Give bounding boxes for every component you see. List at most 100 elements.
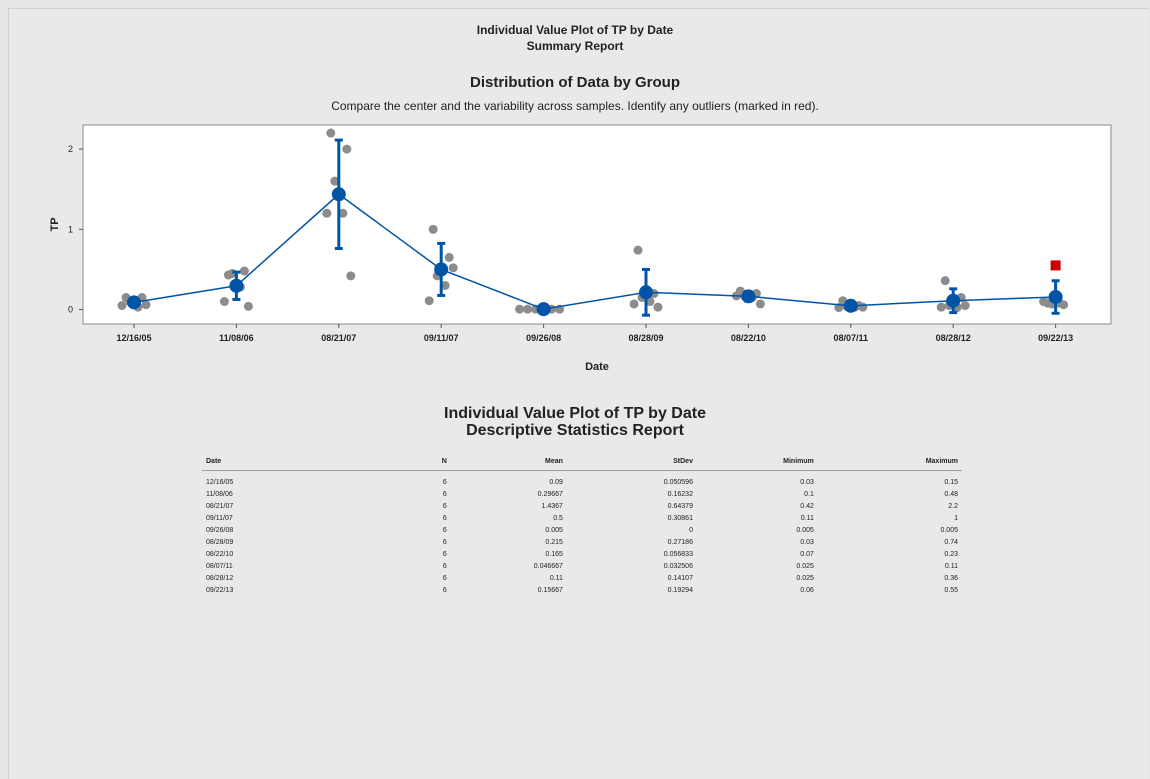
data-point — [936, 302, 946, 312]
cell-mean: 0.29667 — [537, 490, 563, 498]
stats-report-title: Individual Value Plot of TP by Date — [444, 405, 706, 422]
data-point — [448, 263, 458, 273]
data-point — [326, 128, 336, 138]
data-point — [755, 299, 765, 309]
cell-minimum: 0.03 — [800, 538, 814, 546]
col-header-minimum: Minimum — [696, 455, 818, 471]
cell-maximum: 0.48 — [944, 490, 958, 498]
data-point — [653, 302, 663, 312]
plot-area — [82, 124, 1112, 325]
x-tick-label: 09/22/13 — [1038, 333, 1073, 343]
data-point — [629, 299, 639, 309]
data-point — [633, 245, 643, 255]
cell-n: 6 — [442, 538, 447, 546]
data-point — [440, 280, 450, 290]
col-header-date: Date — [202, 455, 323, 471]
x-tick-label: 08/07/11 — [834, 333, 869, 343]
data-point — [338, 208, 348, 218]
cell-date: 12/16/05 — [206, 478, 234, 486]
cell-maximum: 1 — [954, 514, 958, 522]
stats-report-subtitle: Descriptive Statistics Report — [466, 422, 684, 439]
col-header-maximum: Maximum — [817, 455, 962, 471]
cell-n: 6 — [442, 586, 447, 594]
cell-maximum: 0.55 — [944, 586, 958, 594]
cell-mean: 0.046667 — [533, 562, 563, 570]
x-tick-label: 09/11/07 — [424, 333, 459, 343]
data-point — [424, 296, 434, 306]
data-point — [141, 300, 151, 310]
table-header-row: Date N Mean StDev Minimum Maximum — [202, 455, 962, 471]
table-row: 09/26/08 6 0.005 0 0.005 0.005 — [202, 524, 962, 536]
cell-stdev: 0.64379 — [667, 502, 693, 510]
mean-marker — [434, 262, 449, 277]
cell-date: 09/26/08 — [206, 526, 234, 534]
data-point — [428, 224, 438, 234]
y-tick-label: 1 — [68, 224, 73, 234]
mean-marker — [1048, 289, 1063, 304]
cell-minimum: 0.025 — [796, 574, 814, 582]
cell-mean: 0.165 — [545, 550, 563, 558]
cell-date: 11/08/06 — [206, 490, 233, 498]
table-row: 08/22/10 6 0.165 0.056833 0.07 0.23 — [202, 548, 962, 560]
cell-minimum: 0.005 — [796, 526, 814, 534]
x-tick-label: 08/28/12 — [936, 333, 971, 343]
y-tick-label: 0 — [68, 305, 73, 315]
descriptive-statistics-table: Date N Mean StDev Minimum Maximum 12/16/… — [202, 455, 962, 596]
mean-marker — [741, 289, 756, 304]
col-header-n: N — [322, 455, 451, 471]
individual-value-plot: 0 1 2 TP 12/16/05 11/08/06 08/21/07 09/11/07 09/… — [49, 124, 1112, 373]
cell-minimum: 0.06 — [800, 586, 814, 594]
cell-minimum: 0.1 — [804, 490, 814, 498]
x-tick-label: 08/28/09 — [628, 333, 663, 343]
table-row: 09/11/07 6 0.5 0.30861 0.11 1 — [202, 512, 962, 524]
mean-marker — [127, 295, 141, 310]
cell-date: 08/22/10 — [206, 550, 234, 558]
cell-maximum: 0.36 — [944, 574, 958, 582]
chart-title: Distribution of Data by Group — [470, 74, 680, 91]
cell-minimum: 0.025 — [796, 562, 814, 570]
x-tick-label: 08/21/07 — [321, 333, 356, 343]
x-tick-label: 11/08/06 — [219, 333, 254, 343]
cell-maximum: 0.15 — [944, 478, 958, 486]
data-point — [117, 301, 127, 311]
cell-mean: 1.4367 — [541, 502, 563, 510]
data-point — [645, 297, 655, 307]
table-row: 09/22/13 6 0.15667 0.19294 0.06 0.55 — [202, 584, 962, 596]
cell-stdev: 0 — [689, 526, 693, 534]
table-row: 12/16/05 6 0.09 0.050596 0.03 0.15 — [202, 471, 962, 489]
data-point — [515, 304, 525, 314]
x-tick-label: 09/26/08 — [526, 333, 561, 343]
cell-date: 09/11/07 — [206, 514, 233, 522]
cell-maximum: 0.23 — [944, 550, 958, 558]
col-header-stdev: StDev — [566, 455, 697, 471]
cell-n: 6 — [442, 526, 447, 534]
cell-date: 08/28/09 — [206, 538, 234, 546]
y-tick-label: 2 — [68, 144, 73, 154]
cell-stdev: 0.19294 — [667, 586, 693, 594]
cell-stdev: 0.032506 — [663, 562, 693, 570]
table-row: 08/07/11 6 0.046667 0.032506 0.025 0.11 — [202, 560, 962, 572]
col-header-mean: Mean — [450, 455, 567, 471]
cell-stdev: 0.27186 — [667, 538, 693, 546]
cell-maximum: 0.74 — [944, 538, 958, 546]
cell-date: 08/07/11 — [206, 562, 233, 570]
table-row: 08/28/12 6 0.11 0.14107 0.025 0.36 — [202, 572, 962, 584]
cell-maximum: 0.005 — [940, 526, 958, 534]
data-point — [342, 144, 352, 154]
cell-minimum: 0.03 — [800, 478, 814, 486]
report-subtitle: Summary Report — [526, 39, 624, 53]
cell-stdev: 0.14107 — [667, 574, 693, 582]
data-point — [219, 297, 229, 307]
cell-n: 6 — [442, 562, 447, 570]
mean-marker — [331, 187, 346, 202]
x-tick-label: 12/16/05 — [116, 333, 151, 343]
cell-mean: 0.215 — [545, 538, 563, 546]
cell-n: 6 — [442, 574, 447, 582]
data-point — [322, 208, 332, 218]
cell-mean: 0.15667 — [537, 586, 563, 594]
cell-n: 6 — [442, 502, 447, 510]
outlier-marker — [1050, 260, 1061, 271]
cell-mean: 0.5 — [553, 514, 563, 522]
data-point — [243, 301, 253, 311]
cell-minimum: 0.42 — [800, 502, 814, 510]
